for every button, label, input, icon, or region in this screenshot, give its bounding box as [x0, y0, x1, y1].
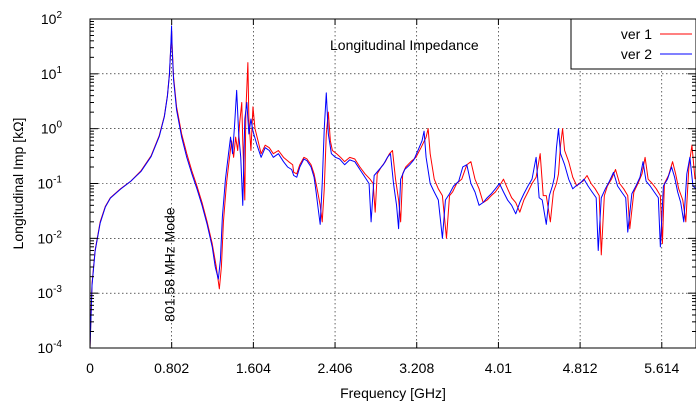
- mode-annotation: 801.58 MHz Mode: [162, 207, 178, 322]
- x-tick-label: 2.406: [318, 360, 353, 376]
- legend: ver 1 ver 2: [570, 18, 696, 70]
- series-line-ver-1: [89, 30, 696, 349]
- series-layer: [89, 25, 696, 349]
- x-axis-label: Frequency [GHz]: [340, 385, 446, 401]
- y-axis-label: Longitudinal Imp [kΩ]: [10, 118, 26, 250]
- legend-box: [570, 18, 696, 70]
- x-tick-label: 5.614: [644, 360, 679, 376]
- x-tick-label: 0: [86, 360, 94, 376]
- x-tick-label: 4.812: [563, 360, 598, 376]
- y-tick-label: 10-2: [38, 229, 63, 246]
- x-tick-label: 4.01: [485, 360, 512, 376]
- x-tick-label: 3.208: [399, 360, 434, 376]
- grid: [90, 19, 696, 348]
- tick-labels: 0 0.802 1.604 2.406 3.208 4.01 4.812 5.614 10-4 1…: [38, 10, 680, 376]
- y-tick-label: 10-1: [38, 175, 63, 192]
- legend-label-ver-1: ver 1: [621, 26, 652, 42]
- series-line-ver-2: [89, 25, 696, 349]
- chart-title: Longitudinal Impedance: [330, 37, 479, 53]
- legend-label-ver-2: ver 2: [621, 46, 652, 62]
- x-tick-label: 1.604: [236, 360, 271, 376]
- y-tick-label: 10-4: [38, 339, 63, 356]
- y-tick-label: 100: [41, 120, 63, 137]
- y-tick-label: 10-3: [38, 284, 63, 301]
- y-tick-label: 102: [41, 10, 63, 27]
- y-tick-label: 101: [41, 65, 63, 82]
- x-tick-label: 0.802: [154, 360, 189, 376]
